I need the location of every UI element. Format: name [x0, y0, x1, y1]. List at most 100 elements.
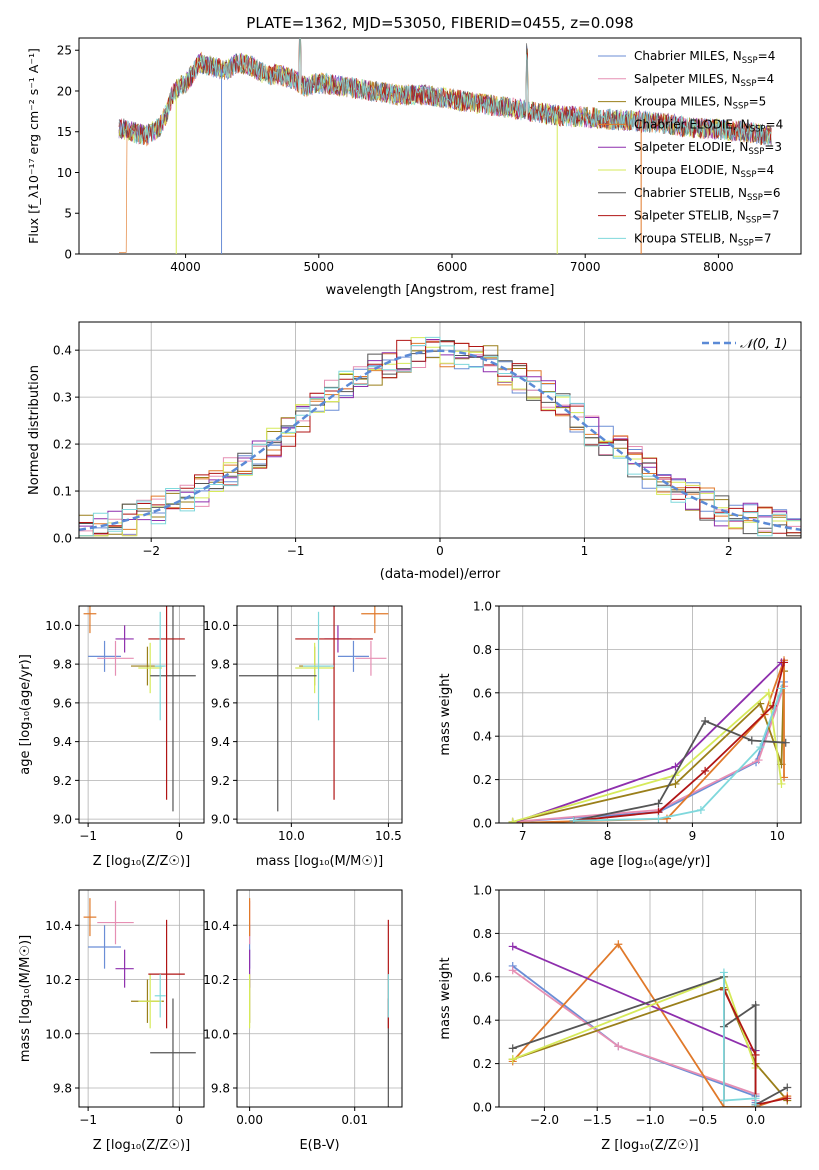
weight-point [671, 779, 680, 788]
y-tick-label: 10.0 [203, 619, 230, 633]
x-tick-label: −1.5 [583, 1113, 612, 1127]
x-tick-label: 8000 [703, 260, 734, 274]
weight-series-line [512, 671, 785, 823]
weight-point [654, 814, 663, 823]
spectrum-frame [78, 37, 802, 255]
weight-point [764, 688, 773, 697]
y-tick-label: 9.8 [53, 658, 72, 672]
x-tick-label: 1 [581, 544, 589, 558]
mass_vs_ebv-marks [249, 898, 389, 1107]
x-tick-label: 4000 [170, 260, 201, 274]
weight-point [654, 799, 663, 808]
x-tick-label: 2 [725, 544, 733, 558]
weight-series-line [512, 681, 785, 823]
age_vs_z-ylabel: age [log₁₀(age/yr)] [18, 654, 33, 775]
y-tick-label: 10.2 [45, 973, 72, 987]
weight-point [508, 966, 517, 975]
x-tick-label: 0 [436, 544, 444, 558]
age_vs_mass-axes: 10.0 10.5 9.0 9.2 9.4 9.6 9.8 10.0 [203, 619, 401, 843]
weight-point [614, 940, 623, 949]
age_vs_z-marks [83, 606, 196, 812]
age_vs_mass-xlabel: mass [log₁₀(M/M☉)] [256, 854, 383, 869]
mass_vs_ebv-panel: 0.00 0.01 9.8 10.0 10.2 10.4 E(B-V) [203, 889, 403, 1153]
weight-point [780, 658, 789, 667]
y-tick-label: 9.0 [211, 813, 230, 827]
weight-point [662, 814, 671, 823]
y-tick-label: 20 [57, 84, 72, 98]
weight-series-line [573, 662, 785, 822]
weight_vs_age-panel: 7 8 9 10 0.0 0.2 0.4 0.6 0.8 1.0 age [log₁₀(age/yr… [438, 600, 802, 869]
y-tick-label: 10.4 [203, 919, 230, 933]
legend-label: Chabrier MILES, NSSP=4 [634, 49, 775, 66]
weight-series-line [512, 686, 785, 823]
residual-xlabel: (data-model)/error [380, 567, 501, 582]
y-tick-label: 0.4 [473, 1014, 492, 1028]
weight-point [756, 743, 765, 752]
weight_vs_z-axes: −2.0 −1.5 −1.0 −0.5 0.0 0.0 0.2 0.4 0.6 0.8 1.0 [473, 884, 765, 1128]
y-tick-label: 9.6 [211, 696, 230, 710]
spectrum-series-group [118, 38, 772, 254]
weight-series-line [512, 986, 788, 1102]
spectrum-series [118, 38, 772, 146]
y-tick-label: 10.0 [45, 1027, 72, 1041]
x-tick-label: −1.0 [635, 1113, 664, 1127]
y-tick-label: 1.0 [473, 884, 492, 898]
legend-label: Chabrier STELIB, NSSP=6 [634, 186, 781, 203]
y-tick-label: 10.0 [45, 619, 72, 633]
y-tick-label: 0.1 [53, 485, 72, 499]
spectrum-lines [118, 38, 772, 254]
y-tick-label: 10 [57, 166, 72, 180]
x-tick-label: 0.0 [746, 1113, 765, 1127]
weight-point [777, 684, 786, 693]
weight-point [783, 1083, 792, 1092]
age_vs_z-frame [78, 605, 205, 824]
y-tick-label: 10.2 [203, 973, 230, 987]
y-tick-label: 0.0 [53, 532, 72, 546]
weight_vs_z-panel: −2.0 −1.5 −1.0 −0.5 0.0 0.0 0.2 0.4 0.6 0.8 1.0 Z [… [438, 884, 802, 1153]
x-tick-label: 0 [176, 1113, 184, 1127]
weight-point [696, 805, 705, 814]
y-tick-label: 0.6 [473, 970, 492, 984]
spectrum-axes: 4000 5000 6000 7000 8000 0 5 10 15 20 25 [57, 44, 734, 274]
mass_vs_z-axes: −1 0 9.8 10.0 10.2 10.4 [45, 919, 183, 1127]
residual-ylabel: Normed distribution [27, 365, 42, 495]
y-tick-label: 0.3 [53, 391, 72, 405]
spectrum-panel: 4000 5000 6000 7000 8000 0 5 10 15 20 25 wavelengt… [26, 37, 802, 298]
residual-panel: −2 −1 0 1 2 0.0 0.1 0.2 0.3 0.4 (data-model)/erro… [27, 321, 802, 582]
y-tick-label: 0.2 [473, 773, 492, 787]
normal-curve [78, 349, 802, 532]
x-tick-label: 10.5 [375, 829, 402, 843]
weight_vs_z-ylabel: mass weight [438, 957, 453, 1039]
mass_vs_ebv-xlabel: E(B-V) [299, 1138, 339, 1153]
weight-point [508, 1055, 517, 1064]
figure-title: PLATE=1362, MJD=53050, FIBERID=0455, z=0… [246, 14, 633, 32]
legend-label: Salpeter ELODIE, NSSP=3 [634, 140, 782, 157]
spectrum-xlabel: wavelength [Angstrom, rest frame] [326, 283, 555, 298]
legend-label: Salpeter STELIB, NSSP=7 [634, 209, 779, 226]
weight-point [508, 817, 517, 823]
weight_vs_age-xlabel: age [log₁₀(age/yr)] [590, 854, 711, 869]
y-tick-label: 9.2 [211, 774, 230, 788]
y-tick-label: 9.2 [53, 774, 72, 788]
spectrum-ylabel: Flux [f_λ10⁻¹⁷ erg cm⁻² s⁻¹ A⁻¹] [26, 48, 41, 244]
normal-legend-label: 𝒩(0, 1) [740, 337, 787, 352]
weight_vs_z-xlabel: Z [log₁₀(Z/Z☉)] [601, 1138, 698, 1153]
weight-series-line [512, 659, 785, 823]
age_vs_z-grid [79, 606, 204, 823]
x-tick-label: −1 [79, 1113, 97, 1127]
legend-label: Kroupa STELIB, NSSP=7 [634, 231, 772, 248]
y-tick-label: 1.0 [473, 600, 492, 614]
weight-point [614, 1042, 623, 1051]
age_vs_mass-marks [238, 606, 389, 812]
weight-point [719, 968, 728, 977]
weight-series-line [512, 691, 783, 823]
y-tick-label: 9.4 [211, 735, 230, 749]
weight-point [751, 1001, 760, 1010]
weight_vs_z-frame [498, 889, 802, 1108]
age_vs_mass-grid [237, 606, 402, 823]
weight_vs_age-ylabel: mass weight [438, 673, 453, 755]
weight-series-line [512, 661, 783, 823]
y-tick-label: 0.2 [473, 1057, 492, 1071]
x-tick-label: 0.01 [341, 1113, 368, 1127]
mass_vs_z-xlabel: Z [log₁₀(Z/Z☉)] [93, 1138, 190, 1153]
